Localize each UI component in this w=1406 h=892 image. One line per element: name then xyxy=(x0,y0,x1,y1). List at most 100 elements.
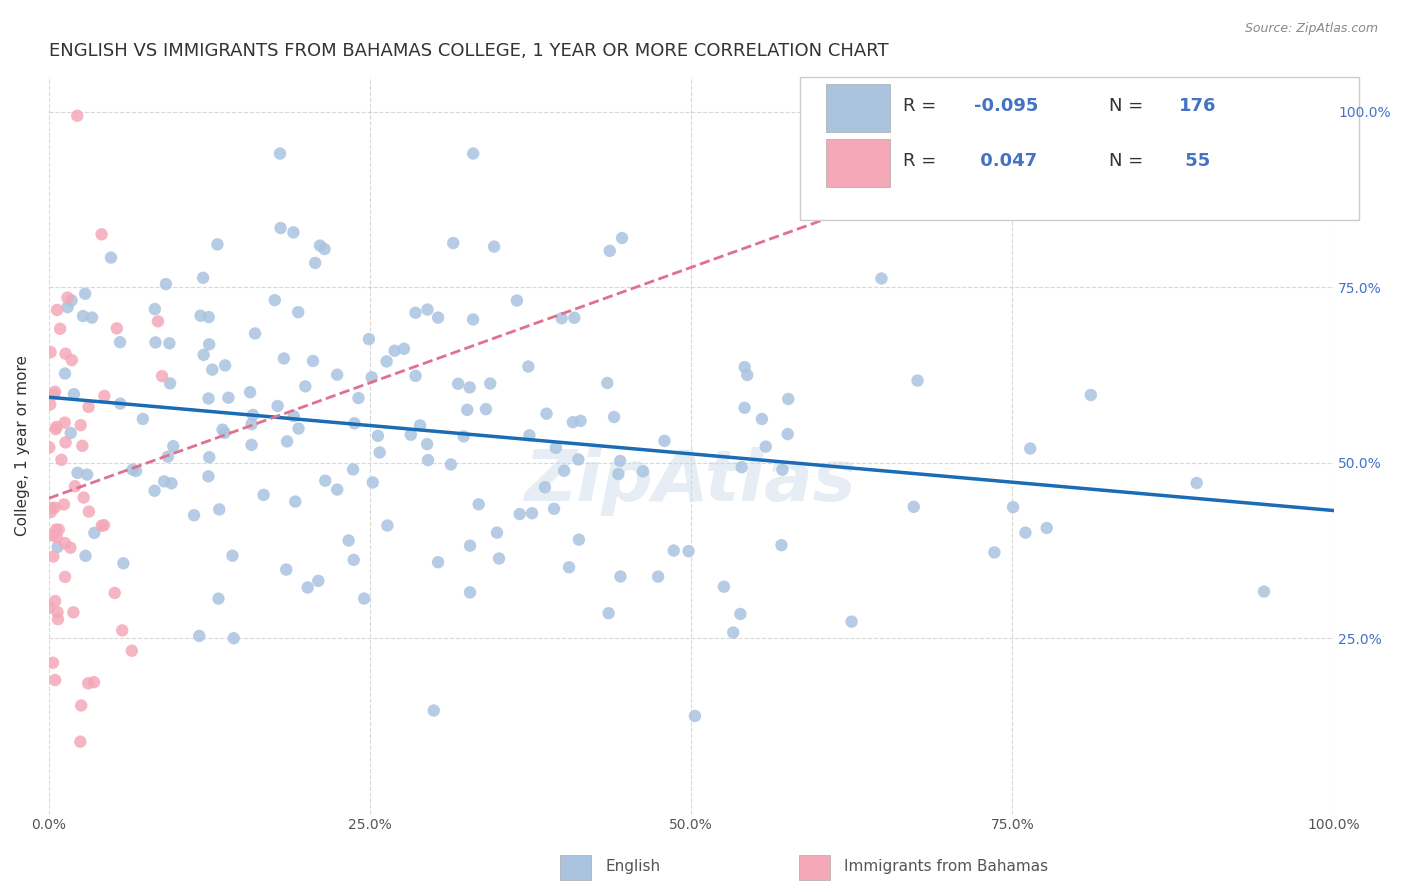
Point xyxy=(39,397,62,411)
Point xyxy=(42,387,65,401)
Point xyxy=(198,337,221,351)
Point xyxy=(1002,500,1025,515)
Point xyxy=(104,586,127,600)
Point xyxy=(242,408,264,422)
Point xyxy=(44,500,66,515)
Point xyxy=(375,354,398,368)
Point xyxy=(112,556,135,570)
Point xyxy=(63,479,86,493)
Point xyxy=(155,277,177,291)
Point xyxy=(568,533,591,547)
Point xyxy=(458,380,481,394)
Point xyxy=(111,624,134,638)
Point xyxy=(38,441,60,455)
Point xyxy=(1253,584,1275,599)
Point xyxy=(75,549,97,563)
Point xyxy=(598,606,620,620)
Point xyxy=(38,601,60,615)
Point xyxy=(59,541,82,555)
Point xyxy=(770,463,793,477)
Point xyxy=(536,407,558,421)
Point xyxy=(146,314,169,328)
Text: N =: N = xyxy=(1109,153,1149,170)
Text: 0.047: 0.047 xyxy=(974,153,1036,170)
Point xyxy=(63,387,86,401)
Point xyxy=(45,523,67,537)
Point xyxy=(243,326,266,341)
Point xyxy=(368,445,391,459)
Point xyxy=(42,549,65,564)
Point xyxy=(734,401,756,415)
Point xyxy=(377,518,399,533)
Point xyxy=(558,560,581,574)
Point xyxy=(60,293,83,308)
Point xyxy=(485,525,508,540)
Point xyxy=(949,171,972,186)
Point xyxy=(266,399,288,413)
Point xyxy=(83,525,105,540)
Point xyxy=(56,291,79,305)
Point xyxy=(110,396,132,410)
Point xyxy=(284,494,307,508)
Point xyxy=(603,410,626,425)
Text: -0.095: -0.095 xyxy=(974,97,1038,115)
Point xyxy=(440,458,463,472)
Point xyxy=(907,374,929,388)
Point xyxy=(520,506,543,520)
Point xyxy=(730,607,752,621)
Point xyxy=(427,555,450,569)
Point xyxy=(776,427,799,442)
Point xyxy=(76,467,98,482)
Point xyxy=(160,476,183,491)
Point xyxy=(222,631,245,645)
Point xyxy=(70,698,93,713)
Point xyxy=(357,332,380,346)
Point xyxy=(53,416,76,430)
Point xyxy=(83,675,105,690)
Point xyxy=(337,533,360,548)
Point xyxy=(77,676,100,690)
Point xyxy=(392,342,415,356)
Point xyxy=(467,497,489,511)
Point xyxy=(157,336,180,351)
Point xyxy=(60,353,83,368)
Point xyxy=(207,591,229,606)
Point xyxy=(46,302,69,317)
Point xyxy=(723,625,745,640)
Point xyxy=(302,354,325,368)
Point xyxy=(567,452,589,467)
Point xyxy=(197,392,219,406)
Point xyxy=(44,673,66,687)
Point xyxy=(239,385,262,400)
Point xyxy=(283,409,305,424)
Point xyxy=(463,146,485,161)
Point xyxy=(190,309,212,323)
Point xyxy=(121,462,143,476)
Point xyxy=(562,310,585,325)
Point xyxy=(44,594,66,608)
Point xyxy=(270,221,292,235)
Point xyxy=(461,312,484,326)
Point xyxy=(870,271,893,285)
Point xyxy=(90,518,112,533)
Point xyxy=(1080,388,1102,402)
Point xyxy=(384,343,406,358)
Point xyxy=(52,498,75,512)
Point xyxy=(544,441,567,455)
Point xyxy=(427,310,450,325)
Point xyxy=(153,475,176,489)
Point xyxy=(475,402,498,417)
FancyBboxPatch shape xyxy=(827,84,890,132)
Point xyxy=(543,501,565,516)
Point xyxy=(69,734,91,748)
Text: 176: 176 xyxy=(1180,97,1216,115)
Point xyxy=(45,530,67,544)
Point xyxy=(72,309,94,323)
Point xyxy=(416,302,439,317)
Point xyxy=(287,305,309,319)
Point xyxy=(447,376,470,391)
Point xyxy=(53,570,76,584)
Point xyxy=(404,306,426,320)
Point xyxy=(609,569,631,583)
Point xyxy=(45,422,67,436)
